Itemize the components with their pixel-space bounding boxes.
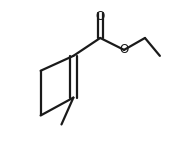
Text: O: O <box>120 43 129 56</box>
Text: O: O <box>96 10 105 23</box>
